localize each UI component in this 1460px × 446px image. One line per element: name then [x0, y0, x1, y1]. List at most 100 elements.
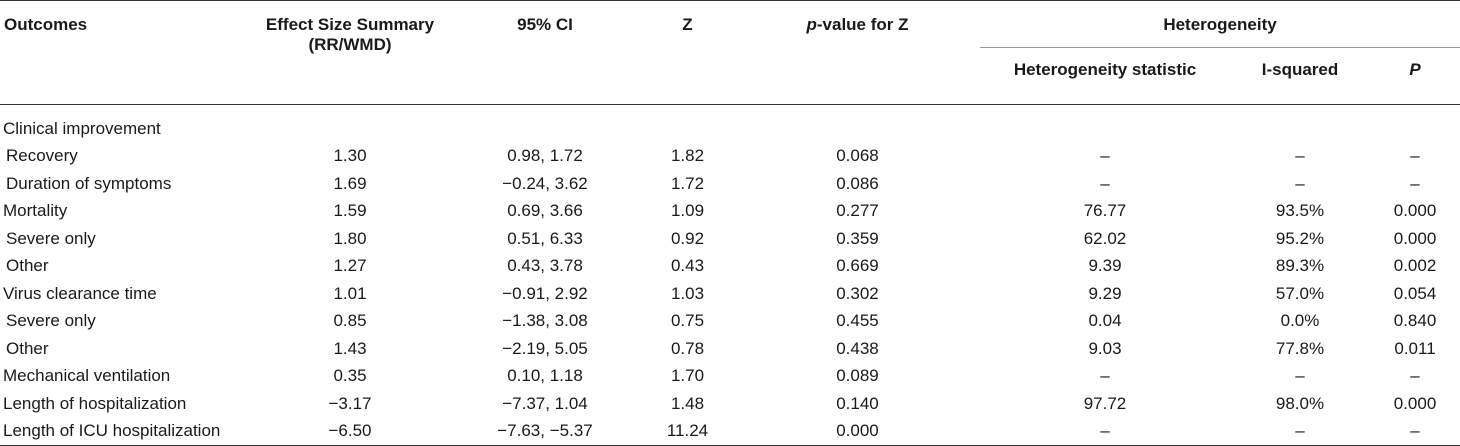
- pvalue-cell: 0.000: [735, 417, 980, 446]
- i-squared-cell: 98.0%: [1275, 393, 1325, 413]
- i-squared-cell: 93.5%: [1275, 201, 1325, 221]
- row-label: Length of hospitalization: [3, 393, 187, 413]
- effect-size-cell: −3.17: [328, 393, 372, 413]
- ci-cell: −1.38, 3.08: [502, 311, 588, 331]
- z-cell: 1.72: [670, 173, 705, 193]
- table-row: Other 1.27 0.43, 3.78 0.43 0.669 9.39 89.3% 0.0…: [0, 253, 1460, 281]
- z-cell: 1.03: [670, 283, 705, 303]
- ci-cell: 0.69, 3.66: [507, 201, 583, 221]
- pvalue-cell: 0.302: [836, 283, 879, 303]
- ci-cell: 0.98, 1.72: [507, 146, 583, 166]
- row-label: Severe only: [6, 311, 96, 331]
- pvalue-cell: 0.359: [836, 228, 879, 248]
- ci-cell: −7.37, 1.04: [502, 393, 588, 413]
- effect-size-cell: 1.69: [333, 173, 367, 193]
- het-statistic-cell: 9.29: [1088, 283, 1122, 303]
- header-p: P: [1370, 47, 1460, 105]
- p-cell: 0.000: [1393, 201, 1437, 221]
- header-ci: 95% CI: [450, 0, 640, 105]
- row-label: Mortality: [3, 201, 68, 221]
- effect-size-cell: 1.01: [333, 283, 367, 303]
- row-label: Severe only: [6, 228, 96, 248]
- effect-size-cell: −6.50: [250, 417, 450, 446]
- p-cell: 0.002: [1393, 256, 1437, 276]
- pvalue-cell: 0.455: [836, 311, 879, 331]
- row-label: Other: [6, 256, 49, 276]
- het-statistic-cell: –: [1100, 366, 1110, 386]
- effect-size-cell: 0.35: [333, 366, 367, 386]
- p-cell: 0.840: [1393, 311, 1437, 331]
- p-cell: 0.011: [1394, 338, 1436, 358]
- pvalue-cell: 0.089: [836, 366, 879, 386]
- header-effect-size-line2: (RR/WMD): [308, 35, 392, 54]
- p-cell: –: [1410, 146, 1420, 166]
- i-squared-cell: 57.0%: [1275, 283, 1325, 303]
- p-cell: –: [1370, 417, 1460, 446]
- pvalue-cell: 0.140: [836, 393, 879, 413]
- i-squared-cell: 77.8%: [1275, 338, 1325, 358]
- pvalue-cell: 0.438: [836, 338, 879, 358]
- pvalue-cell: [735, 105, 980, 143]
- effect-size-cell: 1.43: [333, 338, 367, 358]
- p-cell: [1370, 105, 1460, 143]
- het-statistic-cell: 76.77: [1083, 201, 1127, 221]
- effect-size-cell: 1.59: [333, 201, 367, 221]
- pvalue-cell: 0.277: [836, 201, 879, 221]
- pvalue-cell: 0.068: [836, 146, 879, 166]
- table-row: Virus clearance time 1.01 −0.91, 2.92 1.03 0…: [0, 280, 1460, 308]
- table-row: Length of hospitalization −3.17 −7.37, 1.0…: [0, 390, 1460, 418]
- het-statistic-cell: –: [1100, 146, 1110, 166]
- i-squared-cell: –: [1295, 366, 1305, 386]
- row-label: Other: [6, 338, 49, 358]
- p-cell: –: [1410, 173, 1420, 193]
- z-cell: 1.82: [670, 146, 705, 166]
- het-statistic-cell: 62.02: [1083, 228, 1127, 248]
- het-statistic-cell: 0.04: [1088, 311, 1122, 331]
- ci-cell: −0.24, 3.62: [502, 173, 588, 193]
- i-squared-cell: [1230, 105, 1370, 143]
- table-body: Clinical improvement Recovery 1.30 0.98, 1.…: [0, 105, 1460, 446]
- row-label: Virus clearance time: [3, 283, 157, 303]
- i-squared-cell: 95.2%: [1275, 228, 1325, 248]
- row-label: Recovery: [6, 146, 78, 166]
- table-row: Length of ICU hospitalization −6.50 −7.63,…: [0, 417, 1460, 446]
- effect-size-cell: 1.27: [333, 256, 367, 276]
- het-statistic-cell: 9.39: [1088, 256, 1122, 276]
- i-squared-cell: 89.3%: [1275, 256, 1325, 276]
- table-row: Other 1.43 −2.19, 5.05 0.78 0.438 9.03 77.8% 0.…: [0, 335, 1460, 363]
- header-z: Z: [640, 0, 735, 105]
- header-effect-size: Effect Size Summary (RR/WMD): [250, 0, 450, 105]
- row-label: Mechanical ventilation: [3, 366, 171, 386]
- p-cell: –: [1410, 366, 1420, 386]
- effect-size-cell: 1.80: [333, 228, 367, 248]
- z-cell: 0.78: [670, 338, 705, 358]
- header-pvalue-p: p: [806, 15, 817, 34]
- het-statistic-cell: –: [1100, 173, 1110, 193]
- table-row: Recovery 1.30 0.98, 1.72 1.82 0.068 – – –: [0, 143, 1460, 171]
- table-row: Clinical improvement: [0, 105, 1460, 143]
- p-cell: 0.000: [1393, 393, 1437, 413]
- z-cell: 1.48: [670, 393, 705, 413]
- p-cell: 0.054: [1393, 283, 1437, 303]
- effect-size-cell: [250, 105, 450, 143]
- table-row: Mechanical ventilation 0.35 0.10, 1.18 1.70…: [0, 363, 1460, 391]
- i-squared-cell: –: [1230, 417, 1370, 446]
- pvalue-cell: 0.086: [836, 173, 879, 193]
- table-row: Duration of symptoms 1.69 −0.24, 3.62 1.72 0…: [0, 170, 1460, 198]
- pvalue-cell: 0.669: [836, 256, 879, 276]
- z-cell: 1.70: [670, 366, 705, 386]
- header-het-statistic: Heterogeneity statistic: [980, 47, 1230, 105]
- table-row: Mortality 1.59 0.69, 3.66 1.09 0.277 76.77 93.…: [0, 198, 1460, 226]
- row-label: Duration of symptoms: [6, 173, 172, 193]
- z-cell: 0.92: [670, 228, 705, 248]
- effect-size-cell: 1.30: [333, 146, 367, 166]
- het-statistic-cell: 9.03: [1088, 338, 1122, 358]
- het-statistic-cell: 97.72: [1083, 393, 1127, 413]
- effect-size-cell: 0.85: [333, 311, 367, 331]
- table-row: Severe only 1.80 0.51, 6.33 0.92 0.359 62.02 9…: [0, 225, 1460, 253]
- header-outcomes: Outcomes: [0, 0, 250, 105]
- ci-cell: −7.63, −5.37: [450, 417, 640, 446]
- ci-cell: [450, 105, 640, 143]
- ci-cell: −2.19, 5.05: [502, 338, 588, 358]
